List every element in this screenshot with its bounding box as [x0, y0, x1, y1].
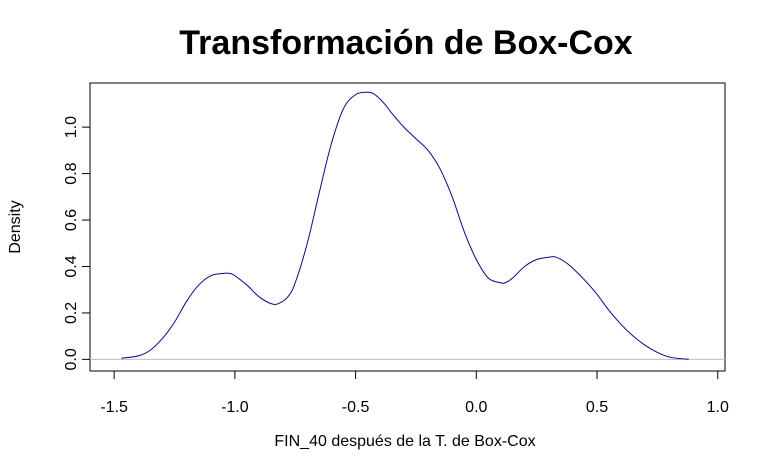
- x-tick-label: 1.0: [707, 399, 729, 416]
- chart-title: Transformación de Box-Cox: [179, 24, 633, 62]
- y-tick-label: 0.4: [63, 255, 80, 277]
- y-tick-label: 0.2: [63, 302, 80, 324]
- x-tick-label: -1.0: [221, 399, 249, 416]
- x-tick-label: 0.5: [586, 399, 608, 416]
- y-tick-label: 0.0: [63, 348, 80, 370]
- y-tick-label: 1.0: [63, 116, 80, 138]
- y-axis-label: Density: [7, 200, 24, 253]
- x-tick-label: -0.5: [342, 399, 370, 416]
- y-tick-label: 0.6: [63, 209, 80, 231]
- x-tick-label: -1.5: [100, 399, 128, 416]
- density-curve: [121, 91, 689, 360]
- x-axis-label: FIN_40 después de la T. de Box-Cox: [274, 433, 535, 450]
- plot-frame: [89, 82, 726, 372]
- plot-area: [90, 91, 725, 360]
- x-tick-label: 0.0: [465, 399, 487, 416]
- axes: -1.5 -1.0 -0.5 0.0 0.5 1.0 0.0 0.2 0.4 0.6 0.8 1.0: [63, 116, 729, 416]
- y-tick-label: 0.8: [63, 162, 80, 184]
